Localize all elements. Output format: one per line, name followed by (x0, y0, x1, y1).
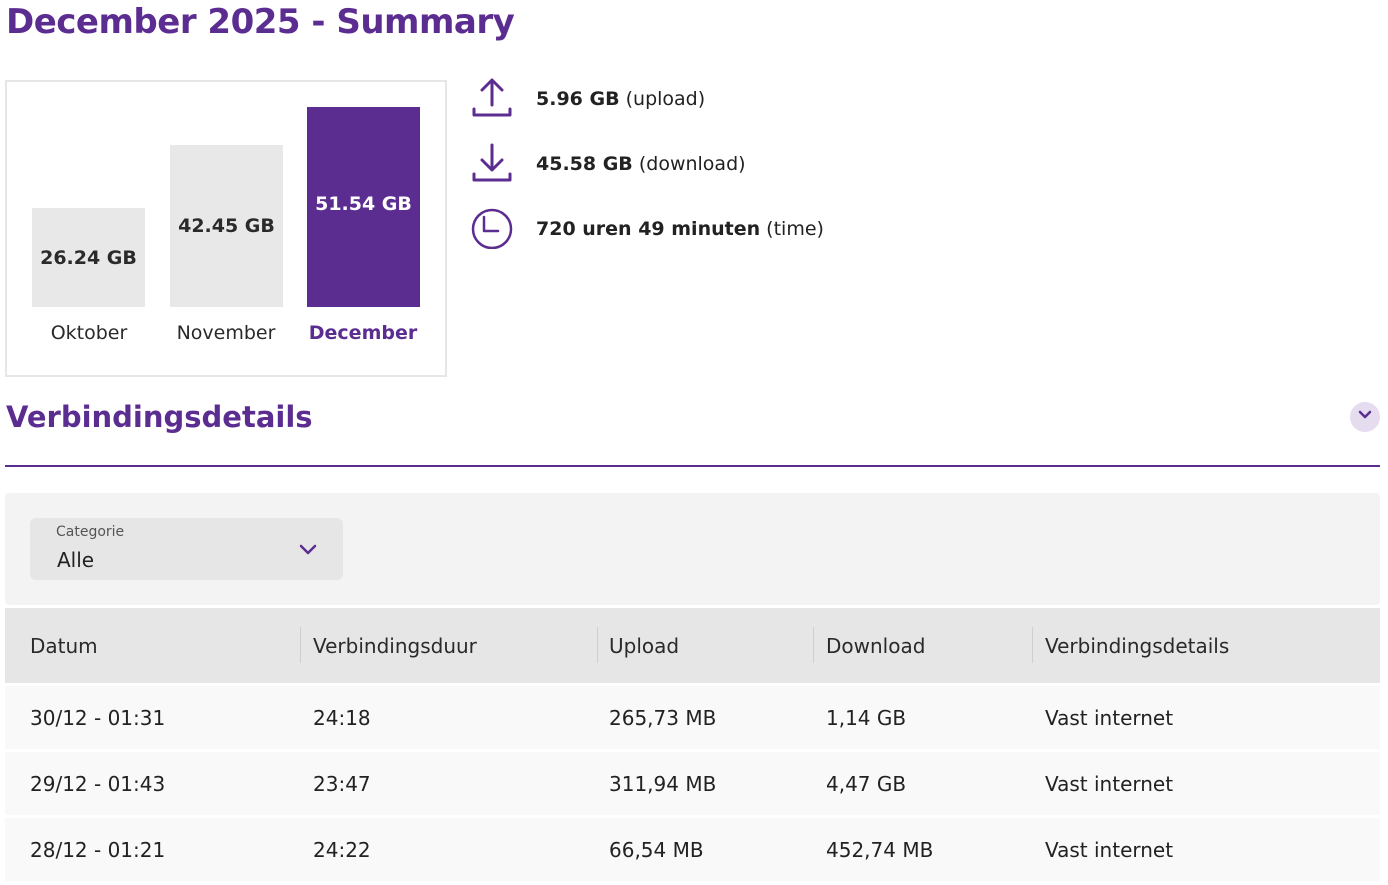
column-header-download[interactable]: Download (826, 633, 926, 658)
column-divider (597, 627, 598, 663)
download-value: 45.58 GB (536, 153, 633, 175)
chevron-down-icon (297, 538, 319, 560)
cell-download: 1,14 GB (826, 705, 907, 730)
column-divider (813, 627, 814, 663)
clock-icon (470, 205, 514, 253)
column-divider (300, 627, 301, 663)
cell-verbindingsdetails: Vast internet (1045, 705, 1174, 730)
column-divider (1032, 627, 1033, 663)
upload-icon (470, 75, 514, 123)
connections-table: Datum Verbindingsduur Upload Download Ve… (5, 608, 1380, 881)
bar-oktober[interactable]: 26.24 GB (32, 208, 145, 307)
column-header-verbindingsduur[interactable]: Verbindingsduur (313, 633, 477, 658)
column-header-verbindingsdetails[interactable]: Verbindingsdetails (1045, 633, 1230, 658)
section-toggle-button[interactable] (1350, 402, 1380, 432)
bar-value-december: 51.54 GB (315, 193, 412, 215)
bar-label-november: November (176, 322, 276, 344)
category-select-caption: Categorie (56, 524, 125, 540)
bar-value-oktober: 26.24 GB (40, 246, 137, 269)
cell-verbindingsdetails: Vast internet (1045, 771, 1174, 796)
bar-value-november: 42.45 GB (178, 215, 275, 237)
chevron-down-icon (1357, 407, 1373, 427)
cell-upload: 265,73 MB (609, 705, 717, 730)
cell-datum: 28/12 - 01:21 (30, 837, 166, 862)
download-stat: 45.58 GB (download) (470, 140, 746, 188)
usage-chart: 26.24 GB 42.45 GB 51.54 GB Oktober Novem… (5, 80, 447, 377)
bar-december[interactable]: 51.54 GB (307, 107, 420, 307)
cell-verbindingsduur: 24:22 (313, 837, 371, 862)
table-row: 29/12 - 01:43 23:47 311,94 MB 4,47 GB Va… (5, 752, 1380, 815)
upload-stat: 5.96 GB (upload) (470, 75, 705, 123)
table-row: 28/12 - 01:21 24:22 66,54 MB 452,74 MB V… (5, 818, 1380, 881)
time-value: 720 uren 49 minuten (536, 218, 761, 240)
upload-value: 5.96 GB (536, 88, 620, 110)
download-icon (470, 140, 514, 188)
bar-label-oktober: Oktober (50, 322, 128, 344)
column-header-datum[interactable]: Datum (30, 633, 98, 658)
section-title: Verbindingsdetails (6, 400, 313, 434)
column-header-upload[interactable]: Upload (609, 633, 680, 658)
cell-download: 4,47 GB (826, 771, 907, 796)
table-row: 30/12 - 01:31 24:18 265,73 MB 1,14 GB Va… (5, 686, 1380, 749)
category-select-value: Alle (57, 548, 95, 572)
bar-november[interactable]: 42.45 GB (170, 145, 283, 307)
category-select[interactable]: Categorie Alle (30, 518, 343, 580)
cell-verbindingsduur: 23:47 (313, 771, 371, 796)
cell-upload: 66,54 MB (609, 837, 704, 862)
page-title: December 2025 - Summary (6, 2, 515, 42)
cell-verbindingsduur: 24:18 (313, 705, 371, 730)
download-suffix: (download) (638, 153, 746, 175)
cell-upload: 311,94 MB (609, 771, 717, 796)
filter-panel: Categorie Alle (5, 493, 1380, 605)
table-header: Datum Verbindingsduur Upload Download Ve… (5, 608, 1380, 683)
section-divider (5, 465, 1380, 467)
bar-label-december: December (308, 322, 418, 344)
time-suffix: (time) (766, 218, 824, 240)
cell-datum: 30/12 - 01:31 (30, 705, 166, 730)
cell-verbindingsdetails: Vast internet (1045, 837, 1174, 862)
cell-download: 452,74 MB (826, 837, 934, 862)
time-stat: 720 uren 49 minuten (time) (470, 205, 824, 253)
cell-datum: 29/12 - 01:43 (30, 771, 166, 796)
upload-suffix: (upload) (625, 88, 706, 110)
